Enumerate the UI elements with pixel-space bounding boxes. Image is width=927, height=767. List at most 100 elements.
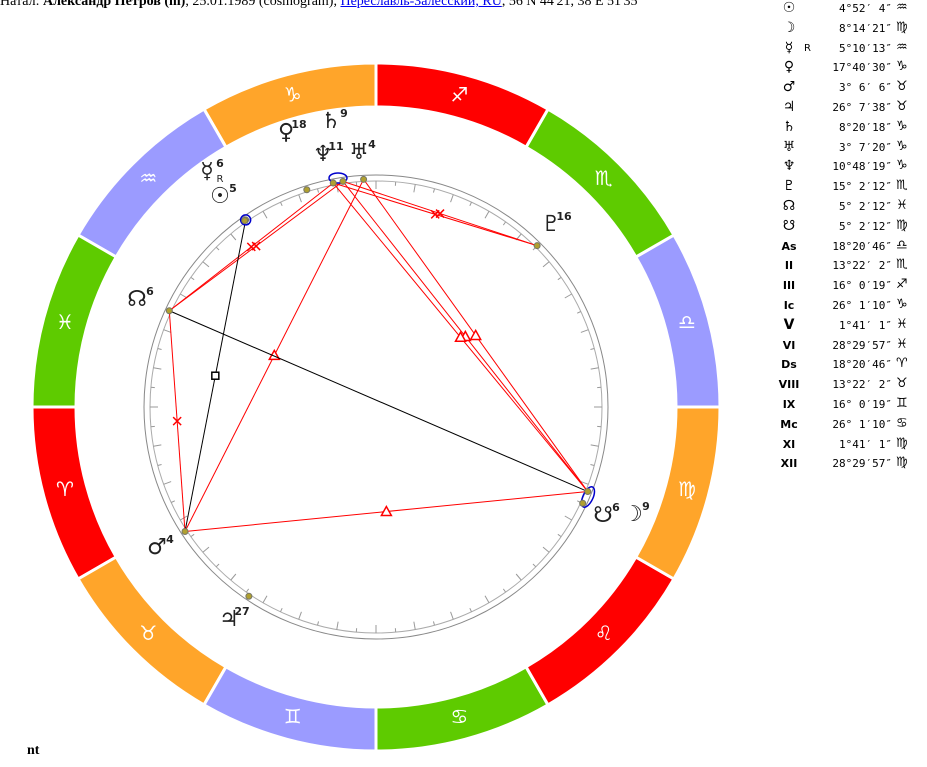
row-sign: ♑ [896,158,908,174]
table-row: VI 28°29′57″ ♓ [778,337,918,357]
trine-mark [454,330,467,343]
tick [580,481,589,485]
location-link[interactable]: Переславль-Залесский, RU [340,0,502,9]
row-position: 15° 2′12″ [832,180,892,194]
tick [280,201,283,207]
planet-degree: 9 [642,500,650,513]
row-position: 18°20′46″ [832,239,892,253]
header-coords: , 56 N 44'21, 38 E 51'35 [501,0,638,9]
header-details: , 25.01.1989 (cosmogram), [185,0,341,9]
table-row: Mc 26° 1′10″ ♋ [778,416,918,436]
aspect-line [169,310,588,493]
row-glyph: VIII [778,378,800,392]
planet-dot [241,217,249,225]
row-position: 1°41′ 1″ [839,437,892,451]
table-row: IX 16° 0′19″ ♊ [778,396,918,416]
planet-dot [533,242,541,250]
row-sign: ♍ [896,217,908,233]
sign-glyph: ♑ [284,82,302,106]
row-glyph: ☉ [782,0,796,16]
tick [484,211,490,219]
table-row: As 18°20′46″ ♎ [778,238,918,258]
row-glyph: ☽ [782,19,796,36]
row-position: 3° 6′ 6″ [839,81,892,95]
tick [580,329,589,333]
row-position: 8°14′21″ [839,21,892,35]
sextile-mark [435,209,445,219]
tick [157,348,162,351]
row-sign: ♍ [896,435,908,451]
planet-degree: 4 [368,138,376,151]
row-position: 4°52′ 4″ [839,2,892,15]
row-sign: ♒ [896,0,908,15]
row-sign: ♐ [896,277,908,293]
header-prefix: Натал: [0,0,43,9]
row-position: 28°29′57″ [832,457,892,471]
row-position: 8°20′18″ [839,120,892,134]
tick [450,194,454,203]
row-sign: ♑ [896,59,908,75]
tick [163,481,172,485]
tick [413,184,416,193]
sign-segment [30,405,119,582]
table-row: III 16° 0′19″ ♐ [778,277,918,297]
tick [432,621,435,626]
table-row: V 1°41′ 1″ ♓ [778,317,918,337]
sign-glyph: ♐ [450,82,468,106]
footer: nt [27,743,40,758]
table-row: Ic 26° 1′10″ ♑ [778,297,918,317]
row-sign: ♓ [896,316,908,332]
tick [262,595,268,603]
row-glyph: ♀ [783,59,795,76]
planet-dot [579,499,587,507]
tick [153,444,162,447]
table-row: ♅ 3° 7′20″ ♑ [778,139,918,159]
tick [413,621,416,630]
tick [590,444,599,447]
tick [515,573,522,581]
tick [557,276,562,281]
sign-glyph: ♎ [678,310,696,334]
table-row: XII 28°29′57″ ♍ [778,455,918,475]
tick [469,607,472,613]
row-glyph: XI [782,437,796,451]
row-position: 26° 7′38″ [832,101,892,114]
sign-glyph: ♈ [56,477,74,501]
table-row: ♆ 10°48′19″ ♑ [778,158,918,178]
planet-glyph: ♀ [278,120,294,145]
table-row: ♀ 17°40′30″ ♑ [778,59,918,79]
row-sign: ♎ [896,237,908,253]
row-glyph: III [782,279,796,293]
tick [215,563,220,568]
tick [576,311,582,314]
sign-glyph: ♍ [678,477,696,501]
planet-glyph: ☋ [593,503,613,528]
row-glyph: II [784,259,794,273]
row-position: 5°10′13″ [839,41,892,55]
planet-dot [165,307,173,315]
sign-glyph: ♌ [595,621,613,645]
row-sign: ♏ [896,178,908,194]
planet-dot [584,488,592,496]
row-glyph: As [781,239,797,253]
sextile-mark [246,242,256,252]
row-sign: ♍ [896,455,908,471]
tick [484,595,490,603]
tick [317,621,320,626]
tick [502,221,507,226]
tick [245,588,250,593]
tick [153,367,162,370]
row-glyph: ☿ [784,39,794,56]
row-glyph: ♆ [782,158,796,175]
row-sign: ♊ [896,396,908,411]
table-row: ☿ R 5°10′13″ ♒ [778,40,918,60]
row-sign: ♑ [896,118,908,134]
tick [469,201,472,207]
row-glyph: Ic [783,299,795,312]
table-row: ☉ 4°52′ 4″ ♒ [778,0,918,20]
planet-degree: 18 [291,118,306,131]
tick [590,463,595,466]
tick [190,276,195,281]
tick [542,261,550,268]
